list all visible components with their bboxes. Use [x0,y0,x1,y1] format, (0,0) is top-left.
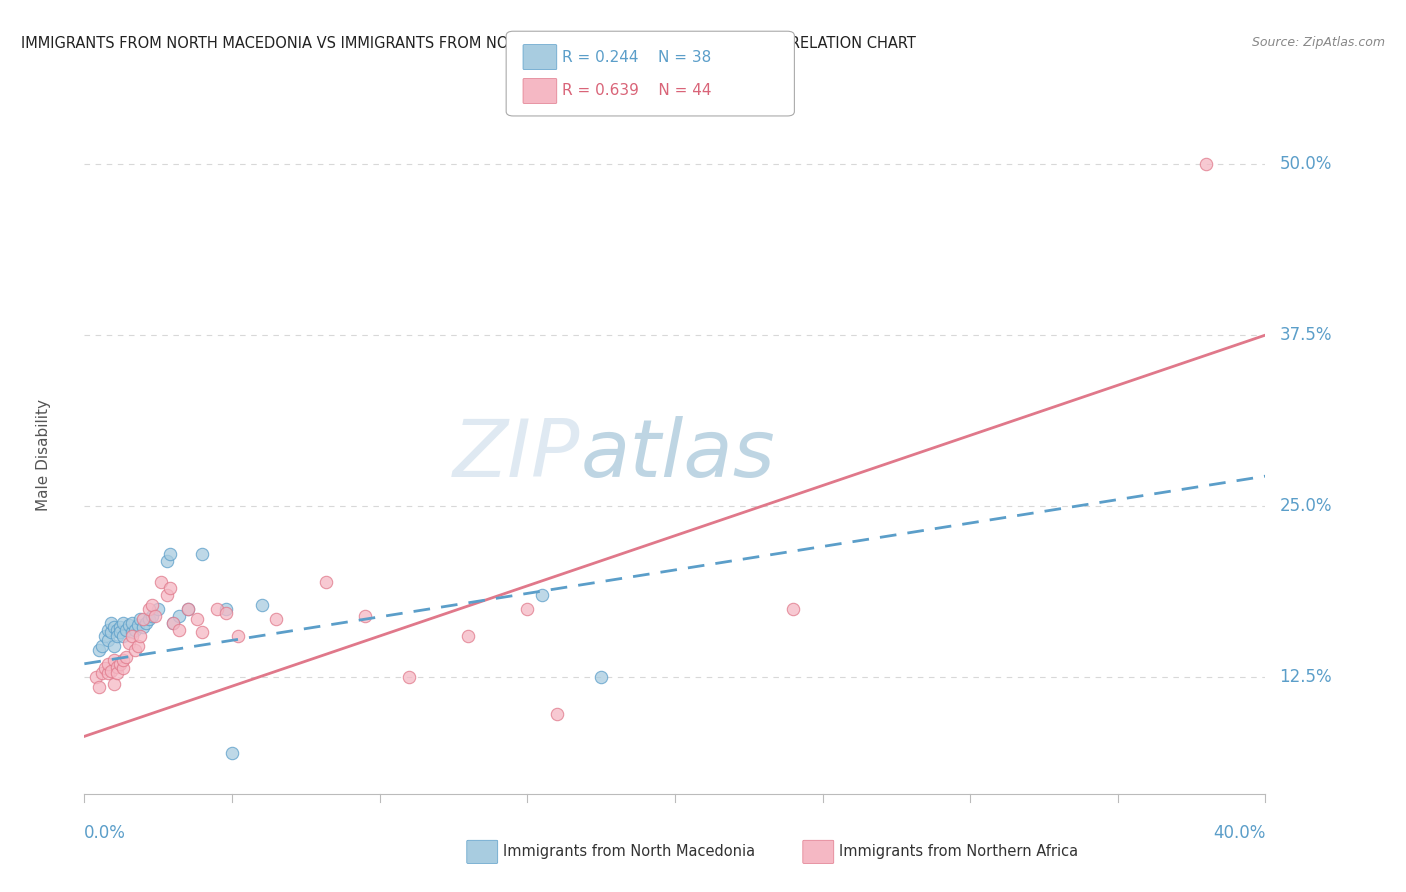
Point [177,602,200,616]
Point [141,598,163,612]
Point [87,680,111,694]
Point [121,629,143,643]
Text: atlas: atlas [581,416,775,494]
Point [167,623,190,637]
Point [103,677,125,691]
Point [111,615,134,630]
Point [114,623,136,637]
Point [105,659,128,673]
Text: Immigrants from North Macedonia: Immigrants from North Macedonia [503,845,755,859]
Point [129,611,152,625]
Point [159,582,181,596]
Text: ZIP: ZIP [453,416,581,494]
Point [167,608,190,623]
Point [398,670,420,684]
Point [516,602,538,616]
Point [108,625,131,640]
Point [127,639,149,653]
Point [108,620,131,634]
Point [105,623,128,637]
Point [782,602,804,616]
Point [103,639,125,653]
Point [103,653,125,667]
Point [138,611,160,625]
Point [121,625,143,640]
Text: 37.5%: 37.5% [1279,326,1331,344]
Point [162,615,184,630]
Text: 40.0%: 40.0% [1213,824,1265,842]
Point [87,643,111,657]
Point [546,707,568,722]
Point [186,611,208,625]
Text: 25.0%: 25.0% [1279,497,1331,516]
Point [177,602,200,616]
Point [124,643,146,657]
Point [97,666,120,681]
Point [141,608,163,623]
Point [591,670,613,684]
Point [215,606,238,620]
Point [97,633,120,648]
Text: Male Disability: Male Disability [35,399,51,511]
Point [124,623,146,637]
Point [159,547,181,561]
Point [84,670,107,684]
Point [94,629,117,643]
Point [226,629,249,643]
Point [156,588,179,602]
Point [150,574,173,589]
Text: 50.0%: 50.0% [1279,155,1331,173]
Point [191,625,214,640]
Point [100,615,122,630]
Point [530,588,553,602]
Point [162,615,184,630]
Text: Immigrants from Northern Africa: Immigrants from Northern Africa [839,845,1078,859]
Point [354,608,377,623]
Text: IMMIGRANTS FROM NORTH MACEDONIA VS IMMIGRANTS FROM NORTHERN AFRICA MALE DISABILI: IMMIGRANTS FROM NORTH MACEDONIA VS IMMIG… [21,36,915,51]
Point [315,574,337,589]
Point [221,746,243,760]
Point [156,554,179,568]
Point [457,629,479,643]
Text: Source: ZipAtlas.com: Source: ZipAtlas.com [1251,36,1385,49]
Point [118,636,141,650]
Point [111,661,134,675]
Point [118,618,141,632]
Point [97,623,120,637]
Point [143,608,166,623]
Point [105,666,128,681]
Point [129,629,152,643]
Point [91,639,114,653]
Point [100,664,122,678]
Point [121,615,143,630]
Text: 0.0%: 0.0% [84,824,127,842]
Point [111,629,134,643]
Point [91,666,114,681]
Text: R = 0.244    N = 38: R = 0.244 N = 38 [562,50,711,64]
Point [127,618,149,632]
Point [108,657,131,671]
Point [250,598,273,612]
Point [191,547,214,561]
Point [100,625,122,640]
Point [132,620,155,634]
Point [111,653,134,667]
Point [114,649,136,664]
Point [94,661,117,675]
Text: 12.5%: 12.5% [1279,668,1333,687]
Point [135,615,157,630]
Point [215,602,238,616]
Point [97,657,120,671]
Point [205,602,228,616]
Point [138,602,160,616]
Point [105,629,128,643]
Point [103,620,125,634]
Point [132,611,155,625]
Point [148,602,170,616]
Point [1195,157,1218,171]
Point [264,611,288,625]
Text: R = 0.639    N = 44: R = 0.639 N = 44 [562,84,711,98]
